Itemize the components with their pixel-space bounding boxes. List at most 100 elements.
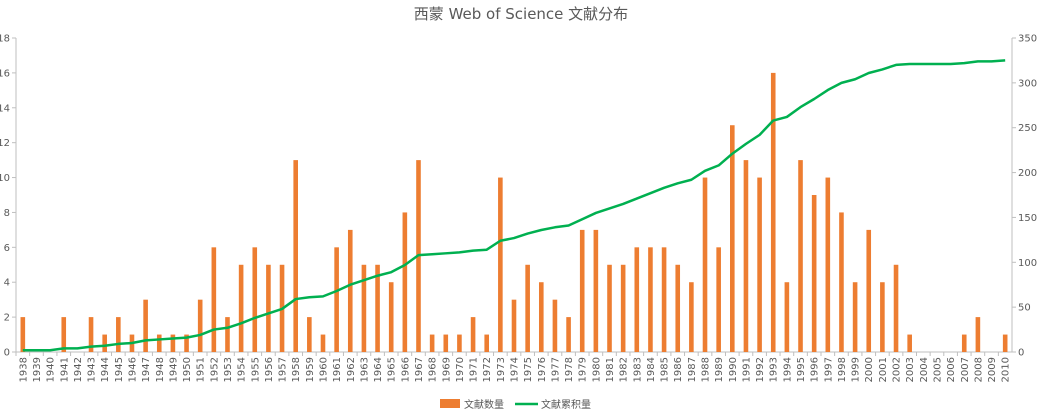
x-tick-label: 1984	[646, 357, 657, 382]
x-tick-label: 1989	[714, 357, 725, 382]
x-tick-label: 1982	[619, 357, 630, 382]
bar-2008	[976, 317, 981, 352]
bar-1980	[594, 230, 599, 352]
left-tick-label: 6	[4, 243, 10, 254]
bar-1949	[171, 335, 176, 352]
x-tick-label: 2004	[919, 357, 930, 382]
bar-1965	[389, 282, 394, 352]
x-tick-label: 1974	[510, 357, 521, 382]
right-tick-label: 150	[1018, 213, 1037, 224]
bar-1994	[785, 282, 790, 352]
x-tick-label: 2005	[932, 357, 943, 382]
x-tick-label: 2002	[892, 357, 903, 382]
x-tick-label: 1993	[769, 357, 780, 382]
x-tick-label: 1951	[196, 357, 207, 382]
right-tick-label: 50	[1018, 303, 1031, 314]
x-tick-label: 1946	[127, 357, 138, 382]
bar-1981	[607, 265, 612, 352]
bar-1989	[716, 247, 721, 352]
bar-1982	[621, 265, 626, 352]
x-tick-label: 1957	[278, 357, 289, 382]
right-tick-label: 300	[1018, 78, 1037, 89]
x-tick-label: 1968	[428, 357, 439, 382]
x-tick-label: 1980	[591, 357, 602, 382]
bar-1948	[157, 335, 162, 352]
bar-1996	[812, 195, 817, 352]
x-tick-label: 2010	[1001, 357, 1012, 382]
x-tick-label: 1949	[168, 357, 179, 382]
x-tick-label: 1952	[209, 357, 220, 382]
right-tick-label: 0	[1018, 348, 1024, 359]
x-tick-label: 1964	[373, 357, 384, 382]
x-tick-label: 1945	[114, 357, 125, 382]
x-tick-label: 1958	[291, 357, 302, 382]
right-tick-label: 200	[1018, 168, 1037, 179]
bar-1976	[539, 282, 544, 352]
legend-swatch-bar	[440, 399, 460, 408]
x-tick-label: 1960	[318, 357, 329, 382]
legend-label-count: 文献数量	[464, 398, 504, 411]
x-tick-label: 1988	[701, 357, 712, 382]
x-tick-label: 1985	[660, 357, 671, 382]
x-tick-label: 1963	[359, 357, 370, 382]
x-tick-label: 1976	[537, 357, 548, 382]
bar-1990	[730, 125, 735, 352]
x-tick-label: 1972	[482, 357, 493, 382]
bar-1955	[252, 247, 257, 352]
left-tick-label: 10	[0, 173, 10, 184]
x-tick-label: 1999	[851, 357, 862, 382]
right-tick-label: 100	[1018, 258, 1037, 269]
bar-1979	[580, 230, 585, 352]
bar-1952	[212, 247, 217, 352]
x-tick-label: 1995	[796, 357, 807, 382]
x-tick-label: 2000	[864, 357, 875, 382]
bar-1970	[457, 335, 462, 352]
left-tick-label: 8	[4, 208, 10, 219]
bar-2007	[962, 335, 967, 352]
bar-1959	[307, 317, 312, 352]
x-tick-label: 1998	[837, 357, 848, 382]
chart-title: 西蒙 Web of Science 文献分布	[414, 5, 628, 23]
x-tick-label: 1939	[32, 357, 43, 382]
bar-1984	[648, 247, 653, 352]
x-tick-label: 1966	[400, 357, 411, 382]
bar-1956	[266, 265, 271, 352]
x-tick-label: 2006	[946, 357, 957, 382]
bar-1945	[116, 317, 121, 352]
x-tick-label: 1947	[141, 357, 152, 382]
bar-1978	[566, 317, 571, 352]
bar-1962	[348, 230, 353, 352]
x-tick-label: 1953	[223, 357, 234, 382]
bar-1977	[553, 300, 558, 352]
bar-1968	[430, 335, 435, 352]
x-tick-label: 1986	[673, 357, 684, 382]
right-tick-label: 350	[1018, 34, 1037, 45]
bar-1985	[662, 247, 667, 352]
bar-1954	[239, 265, 244, 352]
left-tick-label: 14	[0, 103, 10, 114]
bar-series	[21, 73, 1008, 352]
x-tick-label: 1959	[305, 357, 316, 382]
bar-1973	[498, 178, 503, 352]
x-tick-label: 1970	[455, 357, 466, 382]
bar-1995	[798, 160, 803, 352]
right-tick-label: 250	[1018, 123, 1037, 134]
x-tick-label: 2003	[905, 357, 916, 382]
x-tick-label: 1981	[605, 357, 616, 382]
x-tick-label: 1979	[578, 357, 589, 382]
bar-1992	[757, 178, 762, 352]
bar-1997	[826, 178, 831, 352]
x-tick-label: 1965	[387, 357, 398, 382]
x-tick-label: 1955	[250, 357, 261, 382]
x-tick-label: 1944	[100, 357, 111, 382]
bar-2002	[894, 265, 899, 352]
x-tick-label: 1997	[823, 357, 834, 382]
bar-1960	[321, 335, 326, 352]
bar-1987	[689, 282, 694, 352]
x-tick-label: 1996	[810, 357, 821, 382]
bar-1972	[484, 335, 489, 352]
bar-2003	[907, 335, 912, 352]
x-tick-label: 1961	[332, 357, 343, 382]
